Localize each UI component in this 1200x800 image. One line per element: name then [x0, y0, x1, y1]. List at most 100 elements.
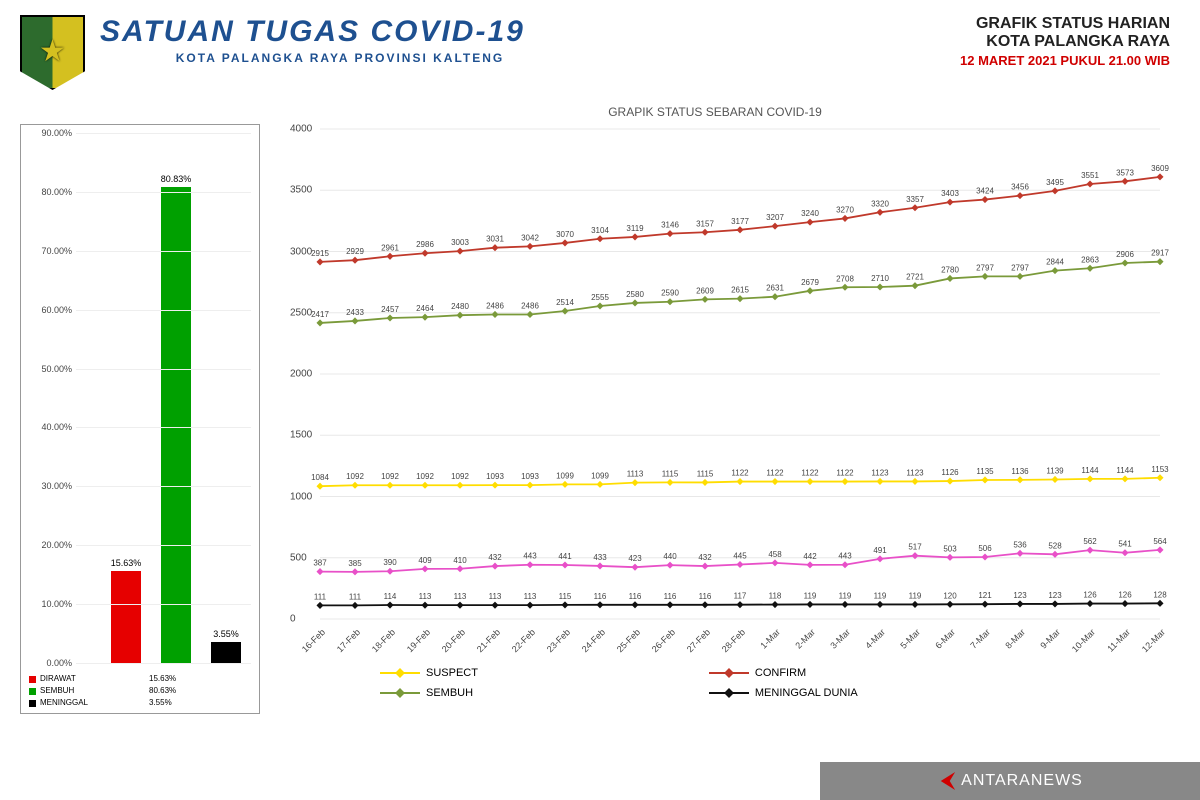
data-label: 503 [943, 544, 957, 553]
data-label: 128 [1153, 590, 1167, 599]
header-right-line3: 12 MARET 2021 PUKUL 21.00 WIB [960, 53, 1170, 68]
data-label: 423 [628, 554, 642, 563]
bar-y-tick: 0.00% [46, 658, 72, 668]
data-label: 2915 [311, 249, 329, 258]
logo-emblem: ★ [20, 15, 85, 90]
data-label: 3157 [696, 219, 714, 228]
data-label: 528 [1048, 541, 1062, 550]
footer-text: ANTARANEWS [961, 772, 1083, 790]
header-right: GRAFIK STATUS HARIAN KOTA PALANGKA RAYA … [960, 15, 1180, 68]
data-label: 1122 [766, 469, 784, 478]
line-x-tick: 2-Mar [793, 627, 817, 651]
data-label: 2514 [556, 298, 574, 307]
footer-watermark: ANTARANEWS [820, 762, 1200, 800]
data-label: 1084 [311, 473, 329, 482]
line-x-tick: 21-Feb [475, 627, 502, 654]
data-label: 491 [873, 546, 887, 555]
data-label: 3240 [801, 209, 819, 218]
line-x-tick: 9-Mar [1038, 627, 1062, 651]
data-label: 2863 [1081, 255, 1099, 264]
data-label: 536 [1013, 540, 1027, 549]
line-x-tick: 7-Mar [968, 627, 992, 651]
data-label: 121 [978, 591, 992, 600]
data-label: 3119 [626, 224, 644, 233]
data-label: 1115 [697, 469, 714, 478]
line-y-tick: 2500 [290, 307, 312, 318]
line-y-tick: 1000 [290, 491, 312, 502]
data-label: 3456 [1011, 183, 1029, 192]
line-legend-item: CONFIRM [709, 667, 858, 679]
data-label: 440 [663, 552, 677, 561]
data-label: 123 [1048, 591, 1062, 600]
data-label: 2986 [416, 240, 434, 249]
data-label: 1135 [976, 467, 994, 476]
header: ★ SATUAN TUGAS COVID-19 KOTA PALANGKA RA… [0, 0, 1200, 95]
data-label: 1122 [836, 469, 854, 478]
line-y-tick: 4000 [290, 124, 312, 135]
data-label: 1126 [941, 468, 959, 477]
bar-y-tick: 60.00% [41, 305, 72, 315]
data-label: 119 [839, 591, 852, 600]
data-label: 432 [488, 553, 502, 562]
data-label: 2780 [941, 265, 959, 274]
data-label: 3551 [1081, 171, 1099, 180]
data-label: 3403 [941, 189, 959, 198]
line-x-tick: 24-Feb [580, 627, 607, 654]
data-label: 1093 [521, 472, 539, 481]
data-label: 1092 [416, 472, 434, 481]
line-x-tick: 25-Feb [615, 627, 642, 654]
data-label: 517 [908, 543, 922, 552]
data-label: 3270 [836, 205, 854, 214]
line-y-tick: 500 [290, 552, 307, 563]
data-label: 2615 [731, 286, 749, 295]
data-label: 119 [909, 591, 922, 600]
header-right-line2: KOTA PALANGKA RAYA [960, 33, 1170, 51]
line-legend: SUSPECTCONFIRMSEMBUHMENINGGAL DUNIA [380, 667, 858, 699]
line-x-tick: 3-Mar [828, 627, 852, 651]
data-label: 1136 [1011, 467, 1029, 476]
sub-title: KOTA PALANGKA RAYA PROVINSI KALTENG [100, 51, 580, 65]
data-label: 1123 [871, 468, 889, 477]
data-label: 1092 [451, 472, 469, 481]
line-x-tick: 10-Mar [1070, 627, 1097, 654]
data-label: 3495 [1046, 178, 1064, 187]
data-label: 3146 [661, 221, 679, 230]
data-label: 1099 [556, 471, 574, 480]
antara-icon [937, 772, 955, 790]
bar-y-tick: 70.00% [41, 246, 72, 256]
data-label: 113 [524, 592, 537, 601]
data-label: 2433 [346, 308, 364, 317]
data-label: 113 [454, 592, 467, 601]
data-label: 120 [943, 591, 957, 600]
line-x-tick: 19-Feb [405, 627, 432, 654]
data-label: 443 [523, 552, 537, 561]
data-label: 3104 [591, 226, 609, 235]
data-label: 2555 [591, 293, 609, 302]
bar-y-tick: 90.00% [41, 128, 72, 138]
bar-legend: DIRAWAT15.63%SEMBUH80.63%MENINGGAL3.55% [29, 673, 88, 709]
data-label: 1093 [486, 472, 504, 481]
data-label: 445 [733, 551, 747, 560]
data-label: 3573 [1116, 168, 1134, 177]
main-title: SATUAN TUGAS COVID-19 [100, 15, 960, 49]
data-label: 2457 [381, 305, 399, 314]
header-left: SATUAN TUGAS COVID-19 KOTA PALANGKA RAYA… [100, 15, 960, 65]
data-label: 115 [559, 592, 572, 601]
bar-legend-row: DIRAWAT15.63% [29, 673, 88, 685]
data-label: 409 [418, 556, 432, 565]
line-x-tick: 26-Feb [650, 627, 677, 654]
data-label: 441 [558, 552, 572, 561]
data-label: 123 [1013, 591, 1027, 600]
data-label: 2961 [381, 243, 399, 252]
bar-label: 3.55% [213, 629, 239, 639]
bar-label: 80.83% [161, 174, 192, 184]
data-label: 2906 [1116, 250, 1134, 259]
bar-meninggal [211, 642, 241, 663]
line-x-tick: 8-Mar [1003, 627, 1027, 651]
data-label: 1092 [381, 472, 399, 481]
data-label: 442 [803, 552, 817, 561]
data-label: 2580 [626, 290, 644, 299]
data-label: 119 [874, 591, 887, 600]
data-label: 410 [453, 556, 467, 565]
data-label: 3609 [1151, 164, 1169, 173]
